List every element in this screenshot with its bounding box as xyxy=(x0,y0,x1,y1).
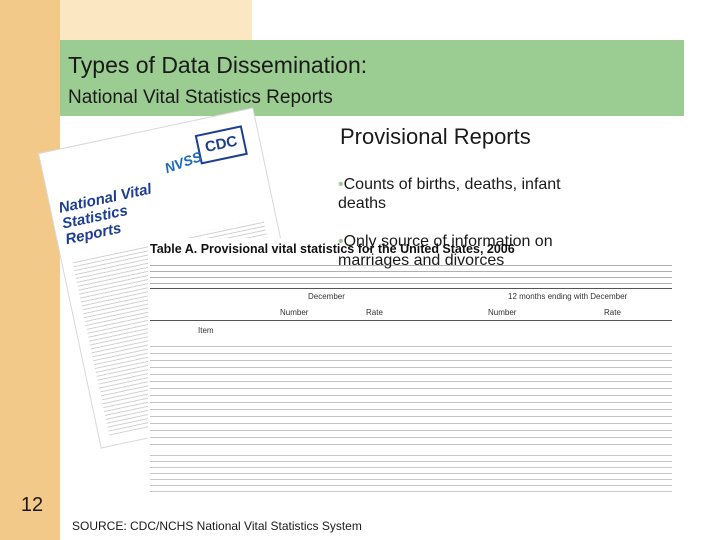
bullet-text: Only source of information on marriages … xyxy=(338,233,553,269)
table-title: Table A. Provisional vital statistics fo… xyxy=(150,242,515,256)
table-image: Table A. Provisional vital statistics fo… xyxy=(148,238,678,500)
left-accent-band xyxy=(0,0,60,540)
slide-subtitle: National Vital Statistics Reports xyxy=(68,87,333,108)
column-group-12-months: 12 months ending with December xyxy=(508,292,628,301)
table-rule xyxy=(150,288,672,289)
column-item: Item xyxy=(198,326,214,335)
table-notes xyxy=(150,450,672,496)
column-group-december: December xyxy=(308,292,345,301)
column-subgroup-number: Number xyxy=(488,308,517,317)
nvss-badge: NVSS xyxy=(162,148,204,177)
source-note: SOURCE: CDC/NCHS National Vital Statisti… xyxy=(72,519,362,533)
top-accent-band xyxy=(60,0,252,40)
column-subgroup-number: Number xyxy=(280,308,309,317)
table-rows xyxy=(150,340,672,450)
content-block: Provisional Reports •Counts of births, d… xyxy=(338,124,678,270)
slide-title: Types of Data Dissemination: xyxy=(68,52,368,78)
bullet-marker: • xyxy=(338,176,344,193)
content-heading: Provisional Reports xyxy=(340,124,531,149)
column-subgroup-rate: Rate xyxy=(366,308,383,317)
table-rule xyxy=(150,320,672,321)
cdc-logo: CDC xyxy=(194,125,248,165)
title-bar: Types of Data Dissemination: National Vi… xyxy=(60,40,684,116)
bullet-text: Counts of births, deaths, infant deaths xyxy=(338,176,561,212)
bullet-marker: • xyxy=(338,233,344,250)
bullet-item: •Only source of information on marriages… xyxy=(338,213,678,270)
slide-number: 12 xyxy=(20,494,44,516)
table-description xyxy=(150,260,672,284)
bullet-item: •Counts of births, deaths, infant deaths xyxy=(338,156,678,213)
column-subgroup-rate: Rate xyxy=(604,308,621,317)
